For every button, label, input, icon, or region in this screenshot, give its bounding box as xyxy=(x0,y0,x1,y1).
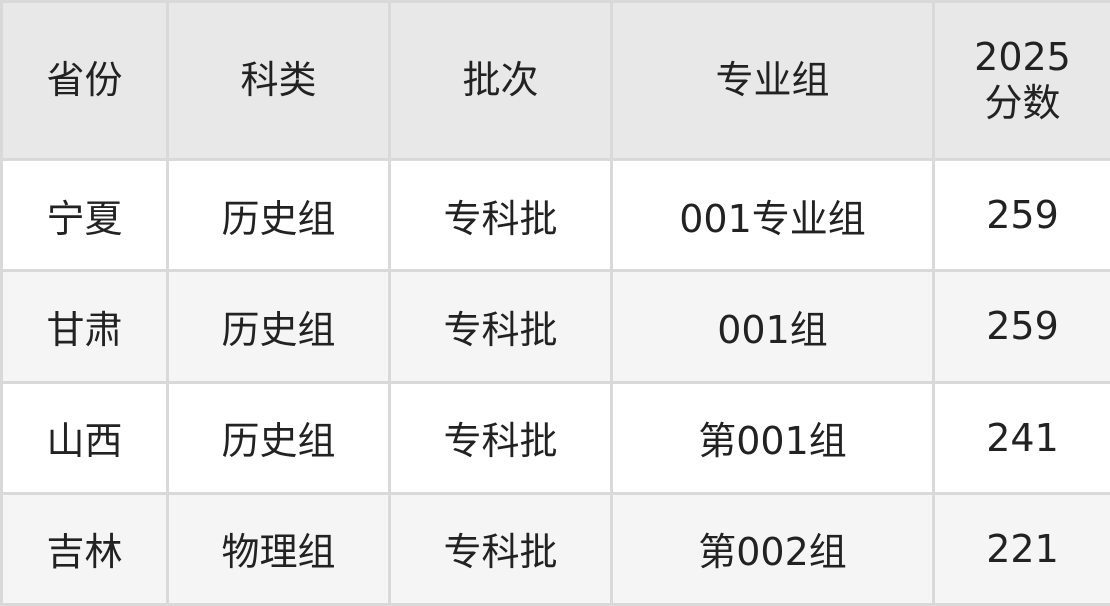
table-row: 山西 历史组 专科批 第001组 241 xyxy=(0,380,1110,495)
header-row: 省份 科类 批次 专业组 2025 分数 xyxy=(0,0,1110,161)
cell-score: 259 xyxy=(932,157,1110,273)
cell-score: 221 xyxy=(932,491,1110,606)
cell-province: 宁夏 xyxy=(0,157,169,273)
cell-score: 241 xyxy=(932,380,1110,495)
cell-province: 山西 xyxy=(0,380,169,495)
cell-batch: 专科批 xyxy=(388,269,613,384)
header-batch: 批次 xyxy=(388,0,613,161)
cell-subject: 历史组 xyxy=(166,269,391,384)
header-province: 省份 xyxy=(0,0,169,161)
table-row: 甘肃 历史组 专科批 001组 259 xyxy=(0,269,1110,384)
cell-major-group: 第001组 xyxy=(610,380,935,495)
cell-score: 259 xyxy=(932,269,1110,384)
cell-subject: 历史组 xyxy=(166,157,391,273)
cell-subject: 物理组 xyxy=(166,491,391,606)
table-row: 吉林 物理组 专科批 第002组 221 xyxy=(0,491,1110,606)
cell-major-group: 001组 xyxy=(610,269,935,384)
cell-subject: 历史组 xyxy=(166,380,391,495)
cell-province: 甘肃 xyxy=(0,269,169,384)
cell-major-group: 第002组 xyxy=(610,491,935,606)
cell-batch: 专科批 xyxy=(388,157,613,273)
cell-major-group: 001专业组 xyxy=(610,157,935,273)
header-subject: 科类 xyxy=(166,0,391,161)
header-major-group: 专业组 xyxy=(610,0,935,161)
header-score: 2025 分数 xyxy=(932,0,1110,161)
cell-batch: 专科批 xyxy=(388,380,613,495)
cell-province: 吉林 xyxy=(0,491,169,606)
table-row: 宁夏 历史组 专科批 001专业组 259 xyxy=(0,157,1110,273)
cell-batch: 专科批 xyxy=(388,491,613,606)
